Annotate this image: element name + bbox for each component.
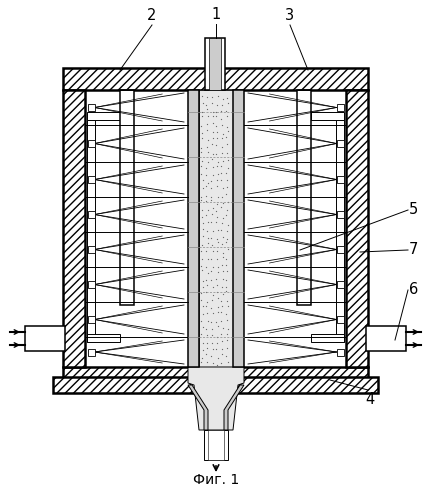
- Bar: [88, 316, 95, 323]
- Bar: [53, 377, 378, 393]
- Bar: [87, 120, 95, 342]
- Bar: [337, 281, 343, 288]
- Bar: [120, 90, 134, 305]
- Bar: [366, 326, 406, 351]
- Bar: [297, 90, 311, 305]
- Bar: [205, 38, 225, 90]
- Bar: [337, 140, 343, 147]
- Bar: [63, 90, 85, 367]
- Bar: [311, 334, 344, 342]
- Polygon shape: [188, 385, 208, 430]
- Bar: [88, 348, 95, 356]
- Bar: [337, 211, 343, 218]
- Bar: [63, 367, 368, 385]
- Bar: [87, 112, 120, 120]
- Polygon shape: [188, 367, 244, 430]
- Bar: [346, 90, 368, 367]
- Bar: [336, 120, 344, 342]
- Text: Фиг. 1: Фиг. 1: [193, 473, 239, 487]
- Bar: [88, 246, 95, 253]
- Bar: [337, 104, 343, 111]
- Bar: [337, 176, 343, 183]
- Bar: [88, 140, 95, 147]
- Bar: [188, 90, 199, 367]
- Text: 5: 5: [409, 202, 418, 218]
- Bar: [337, 246, 343, 253]
- Bar: [88, 104, 95, 111]
- Bar: [337, 348, 343, 356]
- Text: 6: 6: [409, 282, 418, 298]
- Bar: [88, 211, 95, 218]
- Bar: [25, 326, 65, 351]
- Bar: [199, 90, 233, 367]
- Bar: [311, 112, 344, 120]
- Bar: [88, 176, 95, 183]
- Bar: [63, 68, 368, 90]
- Bar: [87, 334, 120, 342]
- Bar: [88, 281, 95, 288]
- Text: 1: 1: [211, 7, 221, 22]
- Bar: [209, 38, 221, 90]
- Bar: [337, 316, 343, 323]
- Text: 4: 4: [365, 392, 375, 407]
- Text: 3: 3: [286, 8, 295, 23]
- Bar: [233, 90, 244, 367]
- Bar: [208, 430, 224, 460]
- Text: 2: 2: [147, 8, 157, 23]
- Polygon shape: [224, 385, 244, 430]
- Bar: [204, 430, 228, 460]
- Text: 7: 7: [409, 242, 418, 258]
